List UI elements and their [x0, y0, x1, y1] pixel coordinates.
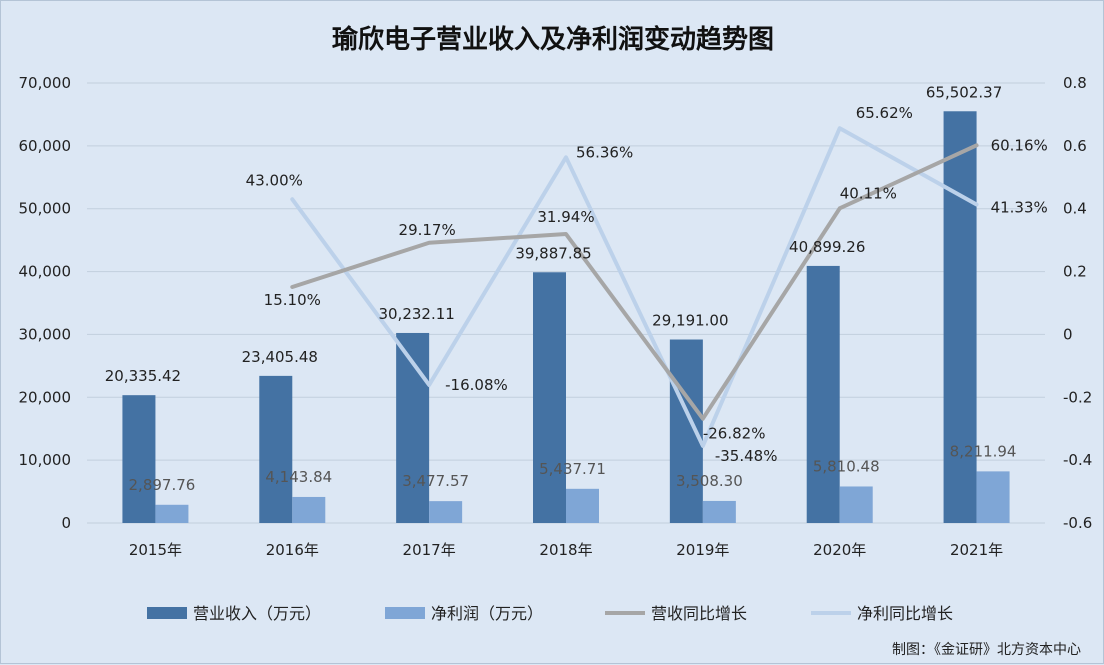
category-label: 2021年	[950, 541, 1003, 559]
left-tick-label: 10,000	[19, 451, 72, 469]
profit-bar	[429, 501, 463, 523]
left-tick-label: 30,000	[19, 325, 72, 343]
legend: 营业收入（万元） 净利润（万元） 营收同比增长 净利同比增长	[147, 604, 953, 623]
right-tick-label: 0.8	[1063, 74, 1087, 92]
profit-bar	[839, 486, 873, 523]
profit-bar	[566, 488, 599, 523]
profit-growth-label: -35.48%	[715, 447, 778, 465]
revenue-label: 20,335.42	[105, 367, 181, 385]
right-tick-label: -0.4	[1063, 451, 1092, 469]
profit-label: 3,477.57	[402, 472, 469, 490]
revenue-growth-label: 29.17%	[399, 221, 456, 239]
category-axis: 2015年 2016年 2017年 2018年 2019年 2020年 2021年	[129, 541, 1003, 559]
revenue-label: 65,502.37	[926, 83, 1002, 101]
category-label: 2015年	[129, 541, 182, 559]
revenue-growth-label: 40.11%	[840, 184, 897, 202]
right-tick-label: 0.6	[1063, 137, 1087, 155]
revenue-label: 29,191.00	[652, 312, 728, 330]
category-label: 2020年	[813, 541, 866, 559]
legend-swatch	[147, 607, 187, 619]
legend-label: 营业收入（万元）	[193, 604, 321, 623]
revenue-bar	[122, 395, 156, 523]
left-y-axis: 0 10,000 20,000 30,000 40,000 50,000 60,000 70,…	[19, 74, 72, 532]
left-tick-label: 40,000	[19, 263, 72, 281]
revenue-label: 23,405.48	[242, 348, 318, 366]
profit-growth-label: 41.33%	[991, 199, 1048, 217]
category-label: 2016年	[266, 541, 319, 559]
revenue-growth-label: 15.10%	[264, 291, 321, 309]
profit-label: 3,508.30	[676, 472, 743, 490]
data-labels: 20,335.42 2,897.76 23,405.48 4,143.84 30,232…	[105, 83, 1048, 494]
bars	[122, 111, 1010, 524]
legend-label: 净利润（万元）	[431, 604, 543, 623]
right-tick-label: 0.2	[1063, 263, 1087, 281]
revenue-bar	[533, 272, 566, 523]
left-tick-label: 50,000	[19, 200, 72, 218]
left-tick-label: 70,000	[19, 74, 72, 92]
profit-label: 2,897.76	[129, 476, 196, 494]
profit-bar	[976, 471, 1010, 523]
profit-label: 5,437.71	[539, 460, 606, 478]
category-label: 2018年	[539, 541, 592, 559]
lines	[290, 126, 979, 448]
legend-swatch	[385, 607, 425, 619]
revenue-growth-label: 60.16%	[991, 136, 1048, 154]
profit-growth-line	[290, 126, 979, 448]
profit-growth-label: 43.00%	[246, 171, 303, 189]
revenue-growth-label: 31.94%	[537, 208, 594, 226]
revenue-growth-line	[290, 143, 979, 421]
profit-bar	[155, 504, 189, 523]
profit-bar	[292, 496, 326, 523]
profit-label: 4,143.84	[265, 468, 332, 486]
revenue-label: 40,899.26	[789, 238, 865, 256]
revenue-label: 30,232.11	[378, 305, 454, 323]
revenue-bar	[259, 375, 293, 523]
category-label: 2019年	[676, 541, 729, 559]
right-tick-label: 0.4	[1063, 200, 1087, 218]
profit-growth-label: 56.36%	[576, 143, 633, 161]
profit-label: 8,211.94	[950, 442, 1017, 460]
profit-growth-label: -16.08%	[445, 376, 508, 394]
revenue-growth-label: -26.82%	[703, 425, 766, 443]
credit-text: 制图：《金证研》北方资本中心	[892, 642, 1081, 658]
chart-title: 瑜欣电子营业收入及净利润变动趋势图	[332, 24, 774, 55]
right-tick-label: -0.2	[1063, 388, 1092, 406]
revenue-label: 39,887.85	[515, 244, 591, 262]
profit-bar	[702, 500, 736, 523]
left-tick-label: 20,000	[19, 388, 72, 406]
left-tick-label: 60,000	[19, 137, 72, 155]
revenue-bar	[943, 111, 977, 524]
right-y-axis: -0.6 -0.4 -0.2 0 0.2 0.4 0.6 0.8	[1063, 74, 1092, 532]
legend-label: 营收同比增长	[651, 604, 747, 623]
revenue-bar	[806, 265, 840, 523]
profit-label: 5,810.48	[813, 457, 880, 475]
right-tick-label: -0.6	[1063, 514, 1092, 532]
legend-label: 净利同比增长	[857, 604, 953, 623]
right-tick-label: 0	[1063, 325, 1073, 343]
profit-growth-label: 65.62%	[856, 104, 913, 122]
category-label: 2017年	[403, 541, 456, 559]
left-tick-label: 0	[61, 514, 71, 532]
